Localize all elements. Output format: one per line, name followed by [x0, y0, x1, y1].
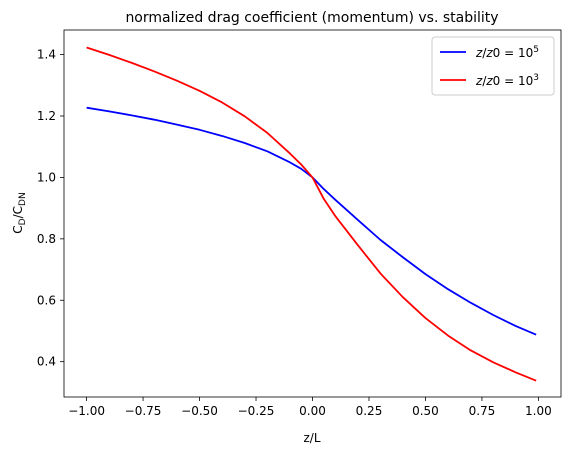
chart-title: normalized drag coefficient (momentum) v… [125, 10, 498, 26]
y-tick-label: 1.0 [37, 170, 56, 184]
y-tick-label: 0.6 [37, 293, 56, 307]
x-axis-label: z/L [303, 431, 320, 445]
legend-label-series-2: z/z0 = 103 [475, 73, 539, 88]
x-tick-label: 0.50 [412, 404, 439, 418]
y-tick-label: 1.4 [37, 48, 56, 62]
legend-label-series-1: z/z0 = 105 [475, 45, 539, 60]
x-tick-label: −0.50 [181, 404, 218, 418]
x-tick-label: 0.25 [356, 404, 383, 418]
x-tick-label: −0.75 [125, 404, 162, 418]
y-tick-label: 1.2 [37, 109, 56, 123]
x-tick-label: −0.25 [238, 404, 275, 418]
y-tick-label: 0.4 [37, 355, 56, 369]
legend: z/z0 = 105 z/z0 = 103 [432, 37, 554, 95]
y-axis-label: CD/CDN [11, 192, 28, 233]
y-tick-label: 0.8 [37, 232, 56, 246]
x-tick-label: 0.75 [469, 404, 496, 418]
x-tick-label: 0.00 [299, 404, 326, 418]
x-tick-label: −1.00 [68, 404, 105, 418]
svg-text:CD/CDN: CD/CDN [11, 192, 28, 233]
x-tick-label: 1.00 [525, 404, 552, 418]
